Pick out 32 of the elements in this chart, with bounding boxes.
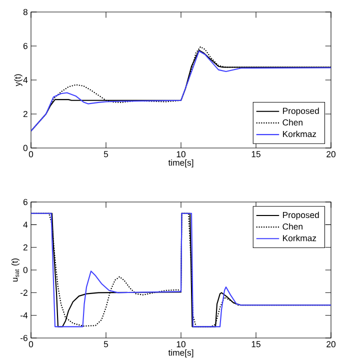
legend-label: Chen (282, 119, 302, 126)
x-tick-label: 5 (104, 151, 108, 158)
y-tick-label: 8 (23, 8, 28, 16)
x-tick-label: 10 (176, 341, 186, 348)
y-tick-label: -4 (20, 312, 28, 318)
legend-label: Proposed (283, 212, 319, 220)
x-tick-label: 20 (326, 151, 336, 158)
x-axis-title: time[s] (168, 349, 194, 358)
y-tick-label: -6 (20, 334, 28, 342)
y-tick-label: 6 (23, 42, 28, 50)
legend-label: Proposed (283, 108, 319, 116)
x-tick-label: 5 (104, 341, 108, 348)
y-tick-label: 0 (23, 266, 28, 274)
legend-label: Chen (282, 223, 302, 230)
y-tick-label: 6 (23, 198, 28, 206)
x-tick-label: 0 (28, 151, 34, 158)
x-tick-label: 0 (28, 341, 34, 348)
y-tick-label: -2 (20, 290, 28, 296)
x-axis-title: time[s] (168, 159, 194, 168)
y-tick-label: 4 (23, 77, 28, 83)
y-tick-label: 0 (23, 144, 28, 152)
y-tick-label: 2 (23, 244, 28, 250)
y-axis-title: u$_{sat}$ (t) (11, 258, 20, 282)
x-tick-label: 10 (176, 151, 186, 158)
y-tick-label: 2 (23, 110, 28, 118)
legend-label: Korkmaz (283, 234, 316, 242)
y-tick-label: 4 (23, 222, 28, 228)
x-tick-label: 15 (252, 151, 260, 158)
legend-label: Korkmaz (283, 130, 316, 138)
x-tick-label: 15 (252, 341, 260, 348)
y-axis-title: y(t) (14, 74, 22, 86)
x-tick-label: 20 (326, 341, 336, 348)
